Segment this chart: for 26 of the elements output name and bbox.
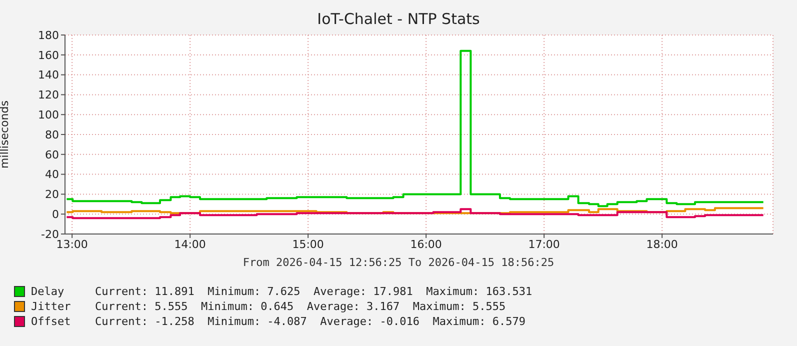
legend-label: Delay: [31, 285, 66, 298]
x-tick-label: 15:00: [292, 238, 324, 251]
y-tick-label: 140: [38, 68, 59, 82]
text: Current: 5.555 Minimum: 0.645 Average: 3.167 Maximum: 5.555: [95, 300, 506, 313]
x-tick-label: 13:00: [56, 238, 88, 251]
x-tick-label: 17:00: [528, 238, 560, 251]
y-tick-label: 100: [38, 108, 59, 122]
legend-label: Offset: [31, 315, 72, 328]
x-tick-label: 16:00: [410, 238, 442, 251]
y-tick-label: -20: [41, 228, 59, 241]
text: From 2026-04-15 12:56:25 To 2026-04-15 18:56:25: [242, 256, 556, 269]
y-tick-label: 160: [38, 48, 59, 62]
y-tick-label: 20: [45, 188, 59, 202]
y-tick-label: 80: [45, 128, 59, 142]
x-tick-label: 18:00: [646, 238, 678, 251]
y-axis-title: milliseconds: [0, 100, 11, 168]
x-tick-label: 14:00: [174, 238, 206, 251]
y-tick-label: 180: [38, 28, 59, 42]
y-tick-label: 60: [45, 148, 59, 162]
text: Current: -1.258 Minimum: -4.087 Average: -0.016 Maximum: 6.579: [95, 315, 526, 328]
y-tick-label: 0: [52, 208, 59, 222]
text: Current: 11.891 Minimum: 7.625 Average: 17.981 Maximum: 163.531: [95, 285, 532, 298]
legend-label: Jitter: [31, 300, 72, 313]
chart-title: IoT-Chalet - NTP Stats: [316, 10, 481, 28]
y-tick-label: 120: [38, 88, 59, 102]
y-tick-label: 40: [45, 168, 59, 182]
